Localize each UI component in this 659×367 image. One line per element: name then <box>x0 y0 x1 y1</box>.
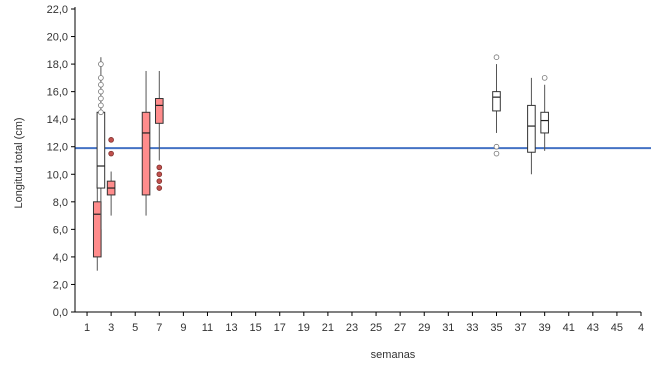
y-axis-label: Longitud total (cm) <box>13 117 25 208</box>
box-body <box>92 201 102 258</box>
y-tick-label: 6,0 <box>53 224 68 236</box>
box-group <box>492 54 501 157</box>
y-tick-label: 4,0 <box>53 252 68 264</box>
outlier-point <box>493 143 500 150</box>
box-group <box>106 137 116 216</box>
x-axis-label: semanas <box>371 349 416 361</box>
outlier-point <box>493 54 500 61</box>
x-tick-label: 9 <box>180 322 186 334</box>
outlier-point <box>493 150 500 157</box>
box-body <box>141 111 151 196</box>
outlier-point <box>98 109 104 116</box>
y-tick-label: 14,0 <box>47 114 68 126</box>
x-tick-label: 35 <box>490 322 502 334</box>
box-body <box>540 111 549 134</box>
box-body <box>154 98 164 124</box>
outlier-point <box>98 61 104 67</box>
x-tick-label: 23 <box>346 322 358 334</box>
outlier-point <box>108 137 114 143</box>
x-tick-label: 13 <box>225 322 237 334</box>
outlier-point <box>156 164 163 171</box>
x-tick-label: 3 <box>108 322 114 334</box>
y-tick-label: 10,0 <box>47 169 68 181</box>
outlier-point <box>541 75 548 81</box>
x-tick-label: 29 <box>418 322 430 334</box>
x-tick-label: 15 <box>250 322 262 334</box>
boxes-layer <box>92 54 549 271</box>
axes-layer: 0,0 2,0 4,0 6,0 8,0 10,0 12,0 14,0 16,0 18,0 20,0 2… <box>47 4 644 334</box>
box-group <box>527 77 536 175</box>
y-tick-label: 8,0 <box>53 197 68 209</box>
outlier-point <box>98 95 104 102</box>
box-body <box>527 104 536 153</box>
x-tick-label: 17 <box>274 322 286 334</box>
box-group <box>96 57 106 230</box>
box-group <box>154 70 164 191</box>
x-tick-label: 43 <box>587 322 599 334</box>
x-tick-label: 5 <box>132 322 138 334</box>
y-tick-label: 18,0 <box>47 59 68 71</box>
y-tick-label: 20,0 <box>47 32 68 44</box>
x-tick-label: 11 <box>202 322 213 334</box>
x-tick-label: 19 <box>298 322 310 334</box>
x-tick-label: 31 <box>442 322 454 334</box>
box-group <box>141 70 151 216</box>
x-tick-label: 41 <box>563 322 575 334</box>
y-tick-label: 22,0 <box>47 4 68 16</box>
y-tick-label: 2,0 <box>53 279 68 291</box>
x-tick-label: 4 <box>638 322 644 334</box>
x-tick-label: 27 <box>394 322 406 334</box>
box-body <box>96 111 106 189</box>
outlier-point <box>156 171 163 178</box>
outlier-point <box>156 178 163 184</box>
outlier-point <box>98 81 104 88</box>
outlier-point <box>98 75 104 81</box>
x-tick-label: 21 <box>322 322 334 334</box>
y-tick-label: 0,0 <box>53 307 68 319</box>
outlier-point <box>98 102 104 109</box>
x-tick-label: 1 <box>84 322 90 334</box>
x-tick-label: 33 <box>466 322 478 334</box>
x-tick-label: 25 <box>370 322 382 334</box>
y-tick-label: 16,0 <box>47 87 68 99</box>
x-tick-label: 37 <box>514 322 526 334</box>
x-tick-label: 7 <box>156 322 162 334</box>
outlier-point <box>156 185 163 191</box>
x-tick-label: 39 <box>539 322 551 334</box>
outlier-point <box>98 88 104 95</box>
outlier-point <box>108 150 114 157</box>
x-tick-label: 45 <box>611 322 623 334</box>
box-body <box>492 91 501 112</box>
box-group <box>92 183 102 271</box>
box-group <box>540 75 549 151</box>
y-tick-label: 12,0 <box>47 142 68 154</box>
